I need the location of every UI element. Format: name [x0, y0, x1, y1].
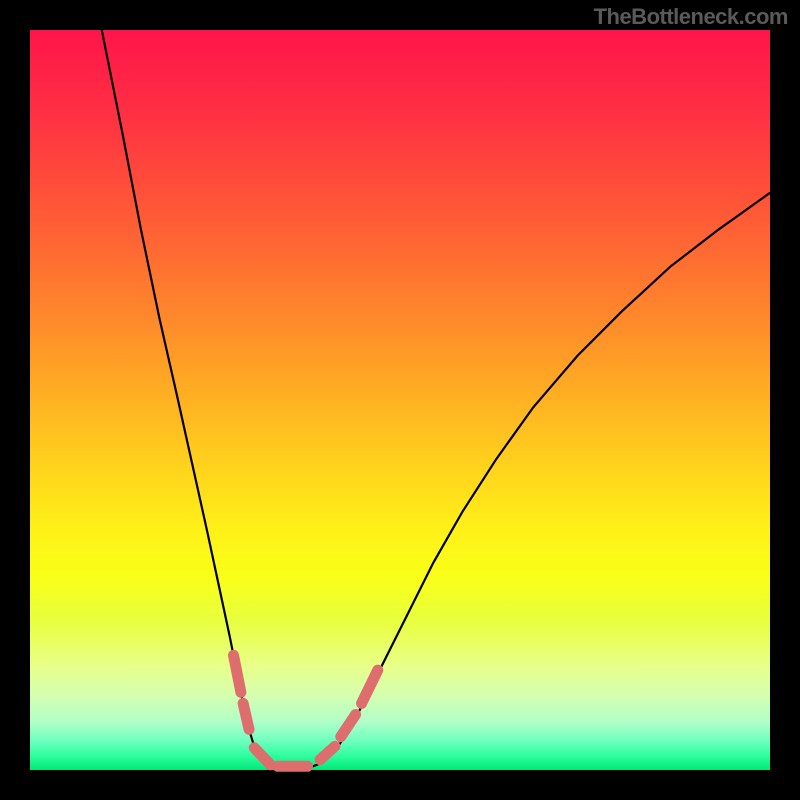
marker-segment: [243, 703, 249, 729]
chart-svg: [0, 0, 800, 800]
bottleneck-chart: TheBottleneck.com: [0, 0, 800, 800]
watermark-text: TheBottleneck.com: [594, 4, 788, 30]
marker-segment: [234, 655, 241, 692]
plot-gradient-background: [30, 30, 770, 770]
